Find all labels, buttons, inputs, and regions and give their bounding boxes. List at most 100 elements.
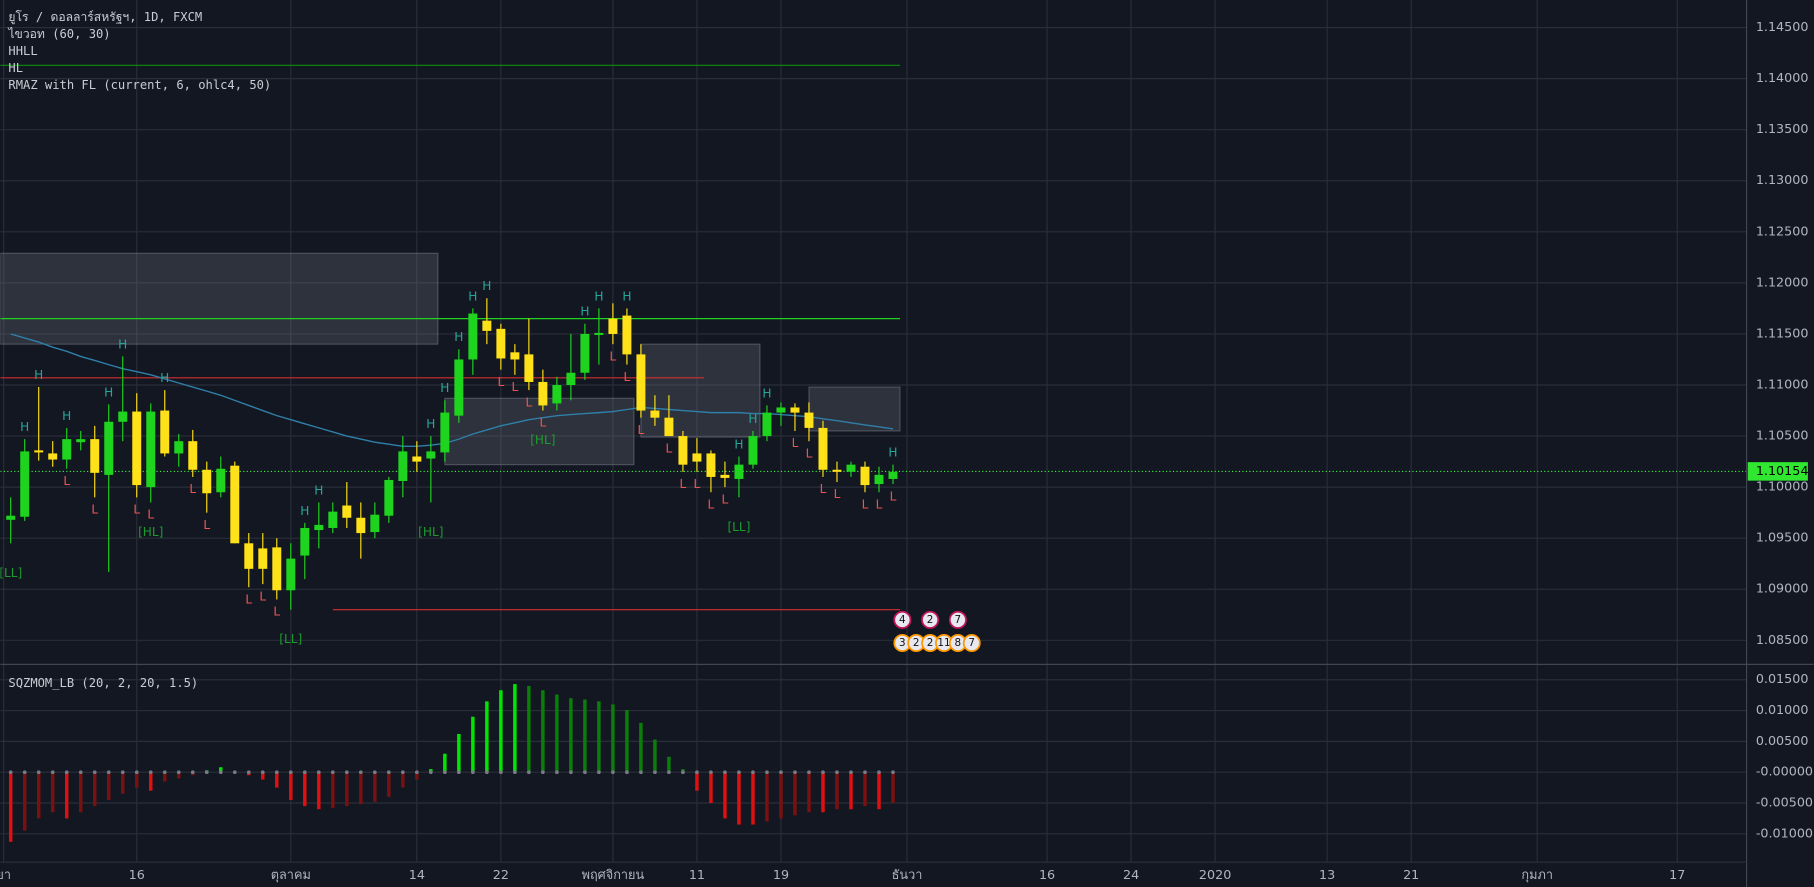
squeeze-dot	[709, 770, 713, 775]
symbol-title: ยูโร / ดอลลาร์สหรัฐฯ, 1D, FXCM	[8, 10, 202, 25]
momentum-bar	[163, 772, 167, 782]
pivot-label: L	[539, 416, 546, 430]
squeeze-dot	[667, 770, 671, 775]
squeeze-dot	[695, 770, 699, 775]
candle-body	[790, 407, 800, 413]
squeeze-dot	[428, 770, 433, 775]
x-tick-label: 19	[773, 867, 789, 882]
pivot-label: L	[680, 477, 687, 491]
candle-body	[468, 313, 478, 360]
pivot-label: [HL]	[418, 525, 443, 539]
pivot-label: L	[624, 370, 631, 384]
squeeze-dot	[723, 770, 727, 775]
momentum-bar	[667, 756, 671, 773]
y-tick-label: -0.00500	[1756, 795, 1813, 810]
event-count: 7	[955, 614, 962, 626]
momentum-bar	[92, 772, 97, 807]
candle-body	[328, 511, 338, 528]
last-price-tag	[1747, 462, 1808, 481]
cloud-box	[0, 252, 439, 345]
candle-body	[412, 456, 422, 462]
candle-body	[608, 318, 618, 334]
momentum-bar	[471, 716, 475, 773]
squeeze-dot	[583, 770, 587, 775]
squeeze-dot	[793, 770, 797, 775]
x-tick-label: 16	[1039, 867, 1055, 882]
squeeze-dot	[22, 770, 27, 775]
squeeze-dot	[344, 770, 349, 775]
momentum-bar	[513, 684, 517, 773]
pivot-label: L	[497, 375, 504, 389]
momentum-bar	[345, 772, 349, 807]
pivot-label: H	[468, 289, 477, 303]
pivot-label: L	[63, 474, 70, 488]
candle-body	[90, 439, 100, 473]
pivot-label: H	[300, 504, 309, 518]
candle-body	[594, 332, 604, 335]
candle-body	[888, 471, 898, 479]
momentum-bar	[107, 772, 111, 800]
squeeze-dot	[597, 770, 601, 775]
squeeze-dot	[765, 770, 769, 775]
momentum-bar	[36, 772, 41, 819]
momentum-bar	[415, 772, 419, 780]
momentum-bar	[695, 772, 699, 791]
squeeze-dot	[330, 770, 335, 775]
pivot-label: L	[638, 423, 645, 437]
candle-body	[286, 558, 296, 591]
candle-body	[482, 320, 492, 331]
squeeze-dot	[457, 770, 461, 775]
axes: 1.14500 1.14000 1.13500 1.13000 1.12500 1.120…	[0, 19, 1813, 883]
pivot-label: H	[734, 437, 743, 451]
squeeze-dot	[485, 770, 489, 775]
pivot-label: L	[862, 497, 869, 511]
moving-average	[10, 333, 894, 447]
y-tick-label: 1.13000	[1756, 172, 1809, 187]
pivot-label: [HL]	[138, 525, 163, 539]
candle-body	[580, 333, 590, 373]
momentum-bar	[8, 772, 13, 842]
momentum-bar	[499, 690, 503, 773]
event-count: 4	[899, 614, 906, 626]
candle-body	[146, 411, 156, 488]
pivot-label: H	[594, 289, 603, 303]
momentum-bar	[177, 772, 181, 779]
candle-body	[370, 514, 380, 533]
x-tick-label: ตุลาคม	[271, 867, 311, 883]
x-tick-label: 16	[129, 867, 145, 882]
event-count: 8	[955, 637, 962, 649]
event-count: 7	[968, 637, 975, 649]
squeeze-dot	[625, 770, 629, 775]
pivot-label: L	[876, 497, 883, 511]
squeeze-dot	[849, 770, 853, 775]
candle-body	[538, 381, 548, 406]
pivot-label: [LL]	[0, 566, 22, 580]
momentum-bar	[709, 772, 713, 804]
momentum-bar	[891, 772, 895, 804]
candle-body	[846, 464, 856, 472]
squeeze-dot	[835, 770, 839, 775]
indicator-title: SQZMOM_LB (20, 2, 20, 1.5)	[8, 676, 198, 690]
x-tick-label: 21	[1403, 867, 1419, 882]
candle-body	[216, 468, 226, 493]
momentum-bar	[135, 772, 139, 788]
squeeze-dot	[106, 770, 111, 775]
candle-body	[188, 441, 198, 470]
y-tick-label: 1.13500	[1756, 121, 1809, 136]
pivot-label: H	[888, 446, 897, 460]
candle-body	[398, 451, 408, 482]
momentum-pane	[8, 684, 895, 842]
squeeze-dot	[134, 770, 139, 775]
squeeze-dot	[148, 770, 153, 775]
momentum-bar	[541, 690, 545, 773]
indicator-label: HL	[8, 61, 23, 75]
momentum-bar	[835, 772, 839, 810]
candle-body	[874, 474, 884, 485]
squeeze-dot	[372, 770, 377, 775]
event-badge	[893, 610, 912, 629]
momentum-bar	[303, 772, 307, 807]
momentum-bar	[317, 772, 321, 810]
event-count: 11	[937, 637, 950, 649]
